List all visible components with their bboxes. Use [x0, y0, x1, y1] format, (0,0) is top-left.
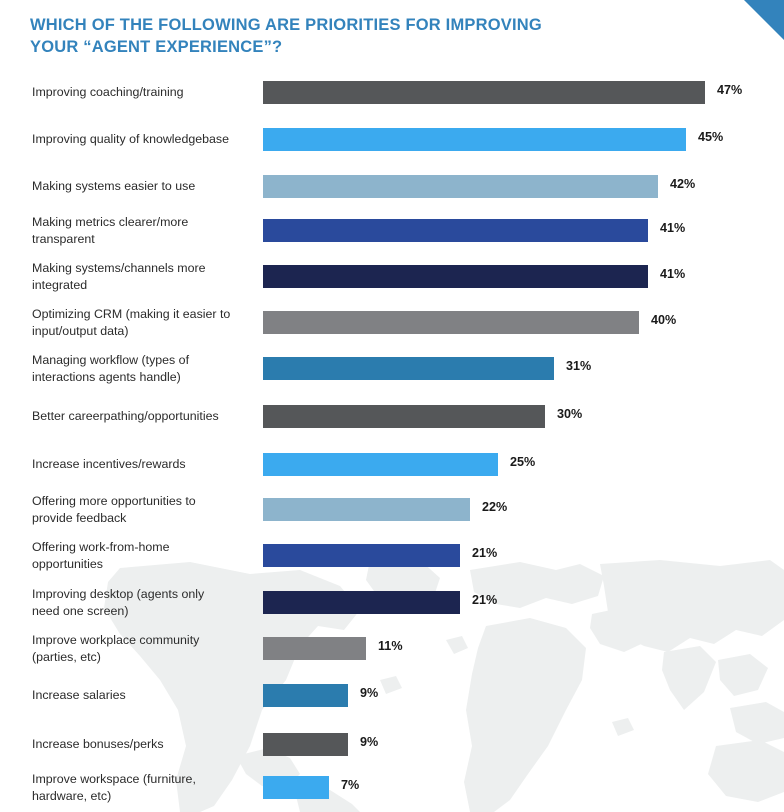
- bar: [263, 637, 366, 660]
- bar-category-label-line: Better careerpathing/opportunities: [32, 409, 219, 423]
- bar-category-label: Making systems/channels more integrated: [32, 260, 256, 293]
- chart-row: Offering work-from-home opportunities 21%: [0, 539, 784, 572]
- bar: [263, 453, 498, 476]
- bar-value-label: 31%: [566, 359, 592, 373]
- bar-category-label-line: Managing workflow (types of: [32, 353, 190, 367]
- page-title: WHICH OF THE FOLLOWING ARE PRIORITIES FO…: [30, 14, 650, 58]
- bar-value-label: 41%: [660, 221, 686, 235]
- bar-category-label: Increase incentives/rewards: [32, 456, 256, 473]
- bar-category-label-line: Offering more opportunities to: [32, 494, 196, 508]
- bar-category-label-line: input/output data): [32, 323, 129, 338]
- bar-category-label-line: transparent: [32, 231, 95, 246]
- chart-row: Offering more opportunities to provide fe…: [0, 493, 784, 526]
- bar-value-label: 42%: [670, 177, 696, 191]
- bar-value-label: 9%: [360, 735, 379, 749]
- corner-triangle-decoration: [744, 0, 784, 40]
- bar-category-label-line: Making metrics clearer/more: [32, 215, 189, 229]
- bar-category-label-line: provide feedback: [32, 510, 127, 525]
- bar: [263, 776, 329, 799]
- bar-category-label: Increase bonuses/perks: [32, 736, 256, 753]
- bar: [263, 684, 348, 707]
- bar-category-label: Offering more opportunities to provide fe…: [32, 493, 256, 526]
- bar-category-label-line: (parties, etc): [32, 649, 101, 664]
- bar: [263, 357, 554, 380]
- bar-value-label: 41%: [660, 267, 686, 281]
- chart-row: Managing workflow (types of interactions …: [0, 352, 784, 385]
- chart-row: Improving coaching/training 47%: [0, 78, 784, 108]
- bar-value-label: 45%: [698, 130, 724, 144]
- bar-category-label-line: Improve workspace (furniture,: [32, 772, 196, 786]
- bar-value-label: 30%: [557, 407, 583, 421]
- chart-row: Optimizing CRM (making it easier to input…: [0, 306, 784, 339]
- bar-category-label: Making metrics clearer/more transparent: [32, 214, 256, 247]
- bar-category-label-line: Improve workplace community: [32, 633, 200, 647]
- bar-category-label: Increase salaries: [32, 687, 256, 704]
- bar-value-label: 21%: [472, 546, 498, 560]
- bar-value-label: 7%: [341, 778, 360, 792]
- bar: [263, 591, 460, 614]
- bar: [263, 128, 686, 151]
- bar-category-label: Managing workflow (types of interactions …: [32, 352, 256, 385]
- bar-category-label-line: interactions agents handle): [32, 369, 181, 384]
- chart-row: Increase salaries 9%: [0, 681, 784, 711]
- chart-row: Improving quality of knowledgebase 45%: [0, 125, 784, 155]
- chart-row: Increase incentives/rewards 25%: [0, 450, 784, 480]
- chart-row: Improve workplace community (parties, etc…: [0, 632, 784, 665]
- bar-category-label: Improving coaching/training: [32, 84, 256, 101]
- bar-value-label: 40%: [651, 313, 677, 327]
- bar: [263, 311, 639, 334]
- bar-category-label-line: Improving coaching/training: [32, 85, 184, 99]
- bar-value-label: 25%: [510, 455, 536, 469]
- bar-category-label: Improve workplace community (parties, etc…: [32, 632, 256, 665]
- chart-row: Improve workspace (furniture, hardware, e…: [0, 771, 784, 804]
- bar-category-label: Optimizing CRM (making it easier to input…: [32, 306, 256, 339]
- bar: [263, 733, 348, 756]
- bar-category-label-line: opportunities: [32, 556, 103, 571]
- bar-category-label: Better careerpathing/opportunities: [32, 408, 256, 425]
- bar-category-label: Making systems easier to use: [32, 178, 256, 195]
- bar-value-label: 11%: [378, 639, 403, 653]
- bar-category-label: Improving quality of knowledgebase: [32, 131, 256, 148]
- bar-category-label: Offering work-from-home opportunities: [32, 539, 256, 572]
- bar-category-label: Improving desktop (agents only need one s…: [32, 586, 256, 619]
- bar: [263, 265, 648, 288]
- bar: [263, 405, 545, 428]
- bar-value-label: 47%: [717, 83, 743, 97]
- bar: [263, 219, 648, 242]
- bar-category-label-line: Offering work-from-home: [32, 540, 170, 554]
- chart-row: Making metrics clearer/more transparent 41…: [0, 214, 784, 247]
- bar-category-label-line: need one screen): [32, 603, 129, 618]
- bar-category-label-line: Improving desktop (agents only: [32, 587, 205, 601]
- bar-value-label: 21%: [472, 593, 498, 607]
- bar: [263, 175, 658, 198]
- bar: [263, 81, 705, 104]
- page-title-line-1: WHICH OF THE FOLLOWING ARE PRIORITIES FO…: [30, 16, 542, 34]
- bar-category-label-line: Increase incentives/rewards: [32, 457, 186, 471]
- chart-row: Increase bonuses/perks 9%: [0, 730, 784, 760]
- bar: [263, 544, 460, 567]
- chart-row: Better careerpathing/opportunities 30%: [0, 402, 784, 432]
- bar-value-label: 22%: [482, 500, 508, 514]
- chart-row: Improving desktop (agents only need one s…: [0, 586, 784, 619]
- bar-category-label-line: Making systems easier to use: [32, 179, 196, 193]
- bar-category-label-line: Increase bonuses/perks: [32, 737, 164, 751]
- bar-category-label-line: Improving quality of knowledgebase: [32, 132, 229, 146]
- chart-row: Making systems/channels more integrated 41…: [0, 260, 784, 293]
- bar-category-label-line: integrated: [32, 277, 88, 292]
- page-title-line-2: YOUR “AGENT EXPERIENCE”?: [30, 38, 283, 56]
- bar-category-label-line: Optimizing CRM (making it easier to: [32, 307, 231, 321]
- bar-category-label: Improve workspace (furniture, hardware, e…: [32, 771, 256, 804]
- bar: [263, 498, 470, 521]
- bar-value-label: 9%: [360, 686, 379, 700]
- bar-category-label-line: hardware, etc): [32, 788, 112, 803]
- bar-category-label-line: Making systems/channels more: [32, 261, 206, 275]
- bar-category-label-line: Increase salaries: [32, 688, 126, 702]
- chart-row: Making systems easier to use 42%: [0, 172, 784, 202]
